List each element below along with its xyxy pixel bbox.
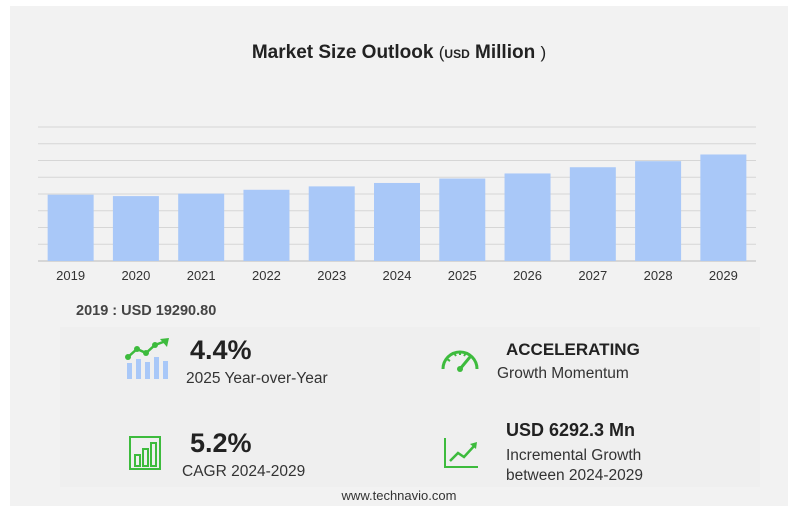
bar-2028[interactable] [635, 161, 682, 261]
yoy-value: 4.4% [190, 335, 252, 365]
title-currency: USD [444, 47, 470, 61]
bar-2029[interactable] [700, 154, 747, 261]
bar-2019[interactable] [47, 194, 94, 261]
x-tick-label: 2029 [709, 268, 738, 283]
title-paren-close: ) [540, 43, 547, 62]
highlight-value: 2019 : USD 19290.80 [76, 303, 217, 319]
cagr-label: CAGR 2024-2029 [182, 463, 306, 480]
bar-2027[interactable] [569, 167, 616, 261]
chart-title: Market Size Outlook (USD Million ) [0, 42, 798, 64]
x-tick-label: 2022 [252, 268, 281, 283]
x-tick-label: 2020 [121, 268, 150, 283]
stats-panel [60, 327, 760, 487]
momentum-label: Growth Momentum [497, 365, 629, 382]
bar-2021[interactable] [178, 193, 225, 261]
title-paren-open: ( [438, 43, 445, 62]
bar-growth-icon [129, 436, 161, 470]
x-tick-label: 2028 [644, 268, 673, 283]
x-tick-label: 2027 [578, 268, 607, 283]
x-tick-label: 2019 [56, 268, 85, 283]
x-tick-label: 2025 [448, 268, 477, 283]
title-unit: Million [475, 42, 536, 63]
bar-2020[interactable] [112, 196, 159, 261]
incremental-label-1: Incremental Growth [506, 447, 642, 464]
speedometer-icon [441, 350, 479, 372]
x-tick-label: 2021 [187, 268, 216, 283]
title-main: Market Size Outlook [251, 42, 434, 63]
growth-chart-icon [125, 338, 169, 379]
bar-2023[interactable] [308, 186, 355, 261]
x-tick-label: 2023 [317, 268, 346, 283]
bar-2026[interactable] [504, 173, 551, 261]
bar-2024[interactable] [374, 182, 420, 261]
trend-line-icon [444, 438, 478, 468]
bar-chart: 2019 2020 2021 2022 2023 2024 2025 2026 2027 2028… [38, 126, 756, 283]
momentum-value: ACCELERATING [506, 340, 640, 359]
footer-url[interactable]: www.technavio.com [341, 488, 457, 503]
bar-2025[interactable] [439, 178, 486, 261]
incremental-label-2: between 2024-2029 [506, 467, 644, 484]
bar-2022[interactable] [243, 189, 290, 261]
incremental-value: USD 6292.3 Mn [506, 420, 636, 440]
cagr-value: 5.2% [190, 428, 252, 458]
x-tick-label: 2026 [513, 268, 542, 283]
x-tick-label: 2024 [383, 268, 412, 283]
yoy-label: 2025 Year-over-Year [186, 370, 328, 387]
